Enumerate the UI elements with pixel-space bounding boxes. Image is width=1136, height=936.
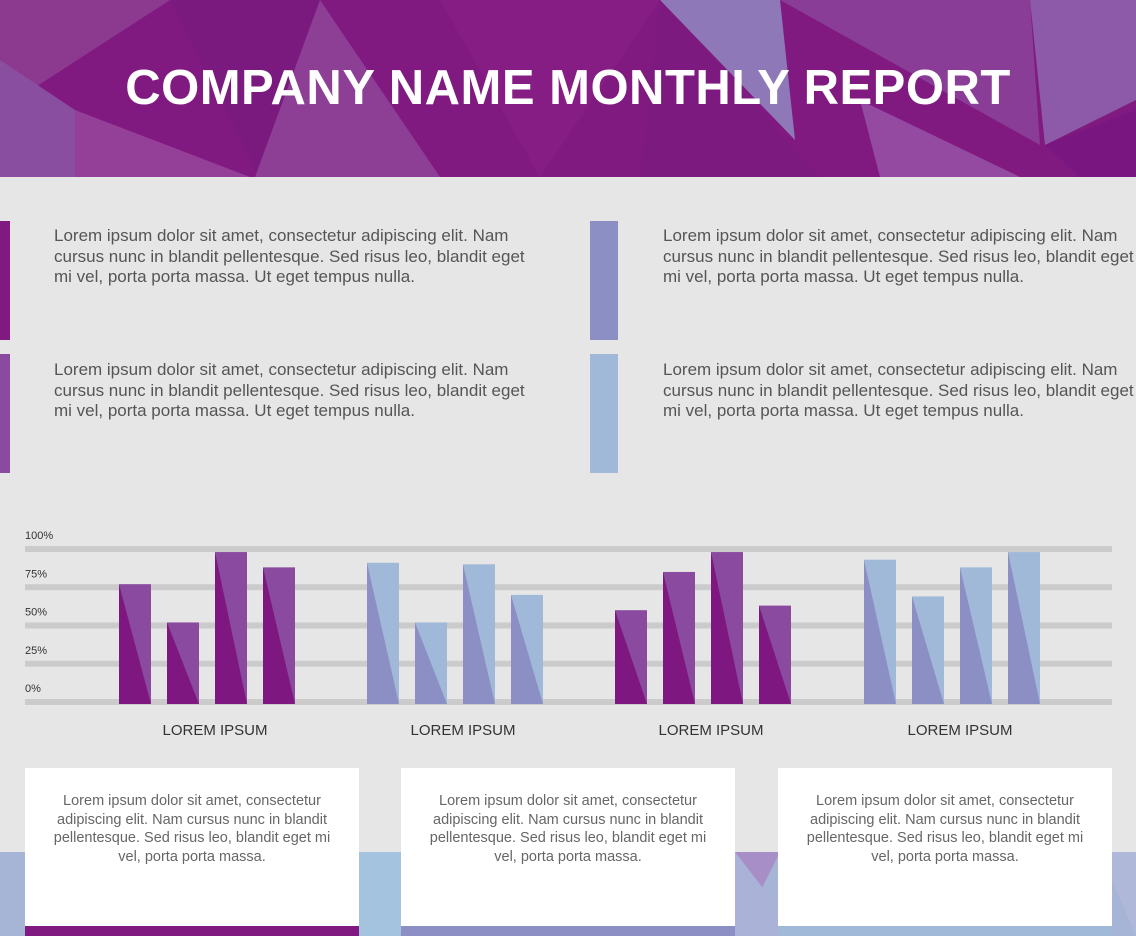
bar-shade [367,562,399,704]
card-strip [25,926,359,936]
accent-bar [590,354,618,473]
gridline [25,546,1112,552]
category-label: LOREM IPSUM [162,722,267,739]
bar-shade [215,552,247,704]
page-title: COMPANY NAME MONTHLY REPORT [125,61,1011,115]
bar-shade [711,552,743,704]
bar-shade [463,564,495,704]
card-text: Lorem ipsum dolor sit amet, consectetur … [53,793,331,865]
summary-card: Lorem ipsum dolor sit amet, consectetur … [401,768,735,936]
accent-bar [0,221,10,340]
accent-bar [590,221,618,340]
bar-shade [1008,552,1040,704]
polygon-background [0,0,1136,177]
bar-chart: 0% 25% 50% 75% 100% LOREM IPSUM LOREM IPSUM LOR… [25,530,1112,739]
y-tick-label: 25% [25,645,47,657]
intro-paragraph: Lorem ipsum dolor sit amet, consectetur … [54,226,525,286]
card-strip [401,926,735,936]
gridline [25,622,1112,629]
card-text: Lorem ipsum dolor sit amet, consectetur … [806,793,1084,865]
y-tick-label: 75% [25,568,47,580]
card-strip [778,926,1112,936]
gridline [25,660,1112,667]
y-tick-label: 100% [25,530,53,542]
summary-card: Lorem ipsum dolor sit amet, consectetur … [25,768,359,936]
category-label: LOREM IPSUM [410,722,515,739]
category-label: LOREM IPSUM [658,722,763,739]
card-text: Lorem ipsum dolor sit amet, consectetur … [429,793,707,865]
gridline [25,699,1112,705]
intro-paragraph: Lorem ipsum dolor sit amet, consectetur … [663,226,1134,286]
category-label: LOREM IPSUM [907,722,1012,739]
intro-paragraph: Lorem ipsum dolor sit amet, consectetur … [54,360,525,420]
summary-card: Lorem ipsum dolor sit amet, consectetur … [778,768,1112,936]
accent-bar [0,354,10,473]
gridline [25,584,1112,591]
header-banner: COMPANY NAME MONTHLY REPORT [0,0,1136,177]
intro-paragraph: Lorem ipsum dolor sit amet, consectetur … [663,360,1134,420]
y-tick-label: 0% [25,683,41,695]
y-tick-label: 50% [25,607,47,619]
